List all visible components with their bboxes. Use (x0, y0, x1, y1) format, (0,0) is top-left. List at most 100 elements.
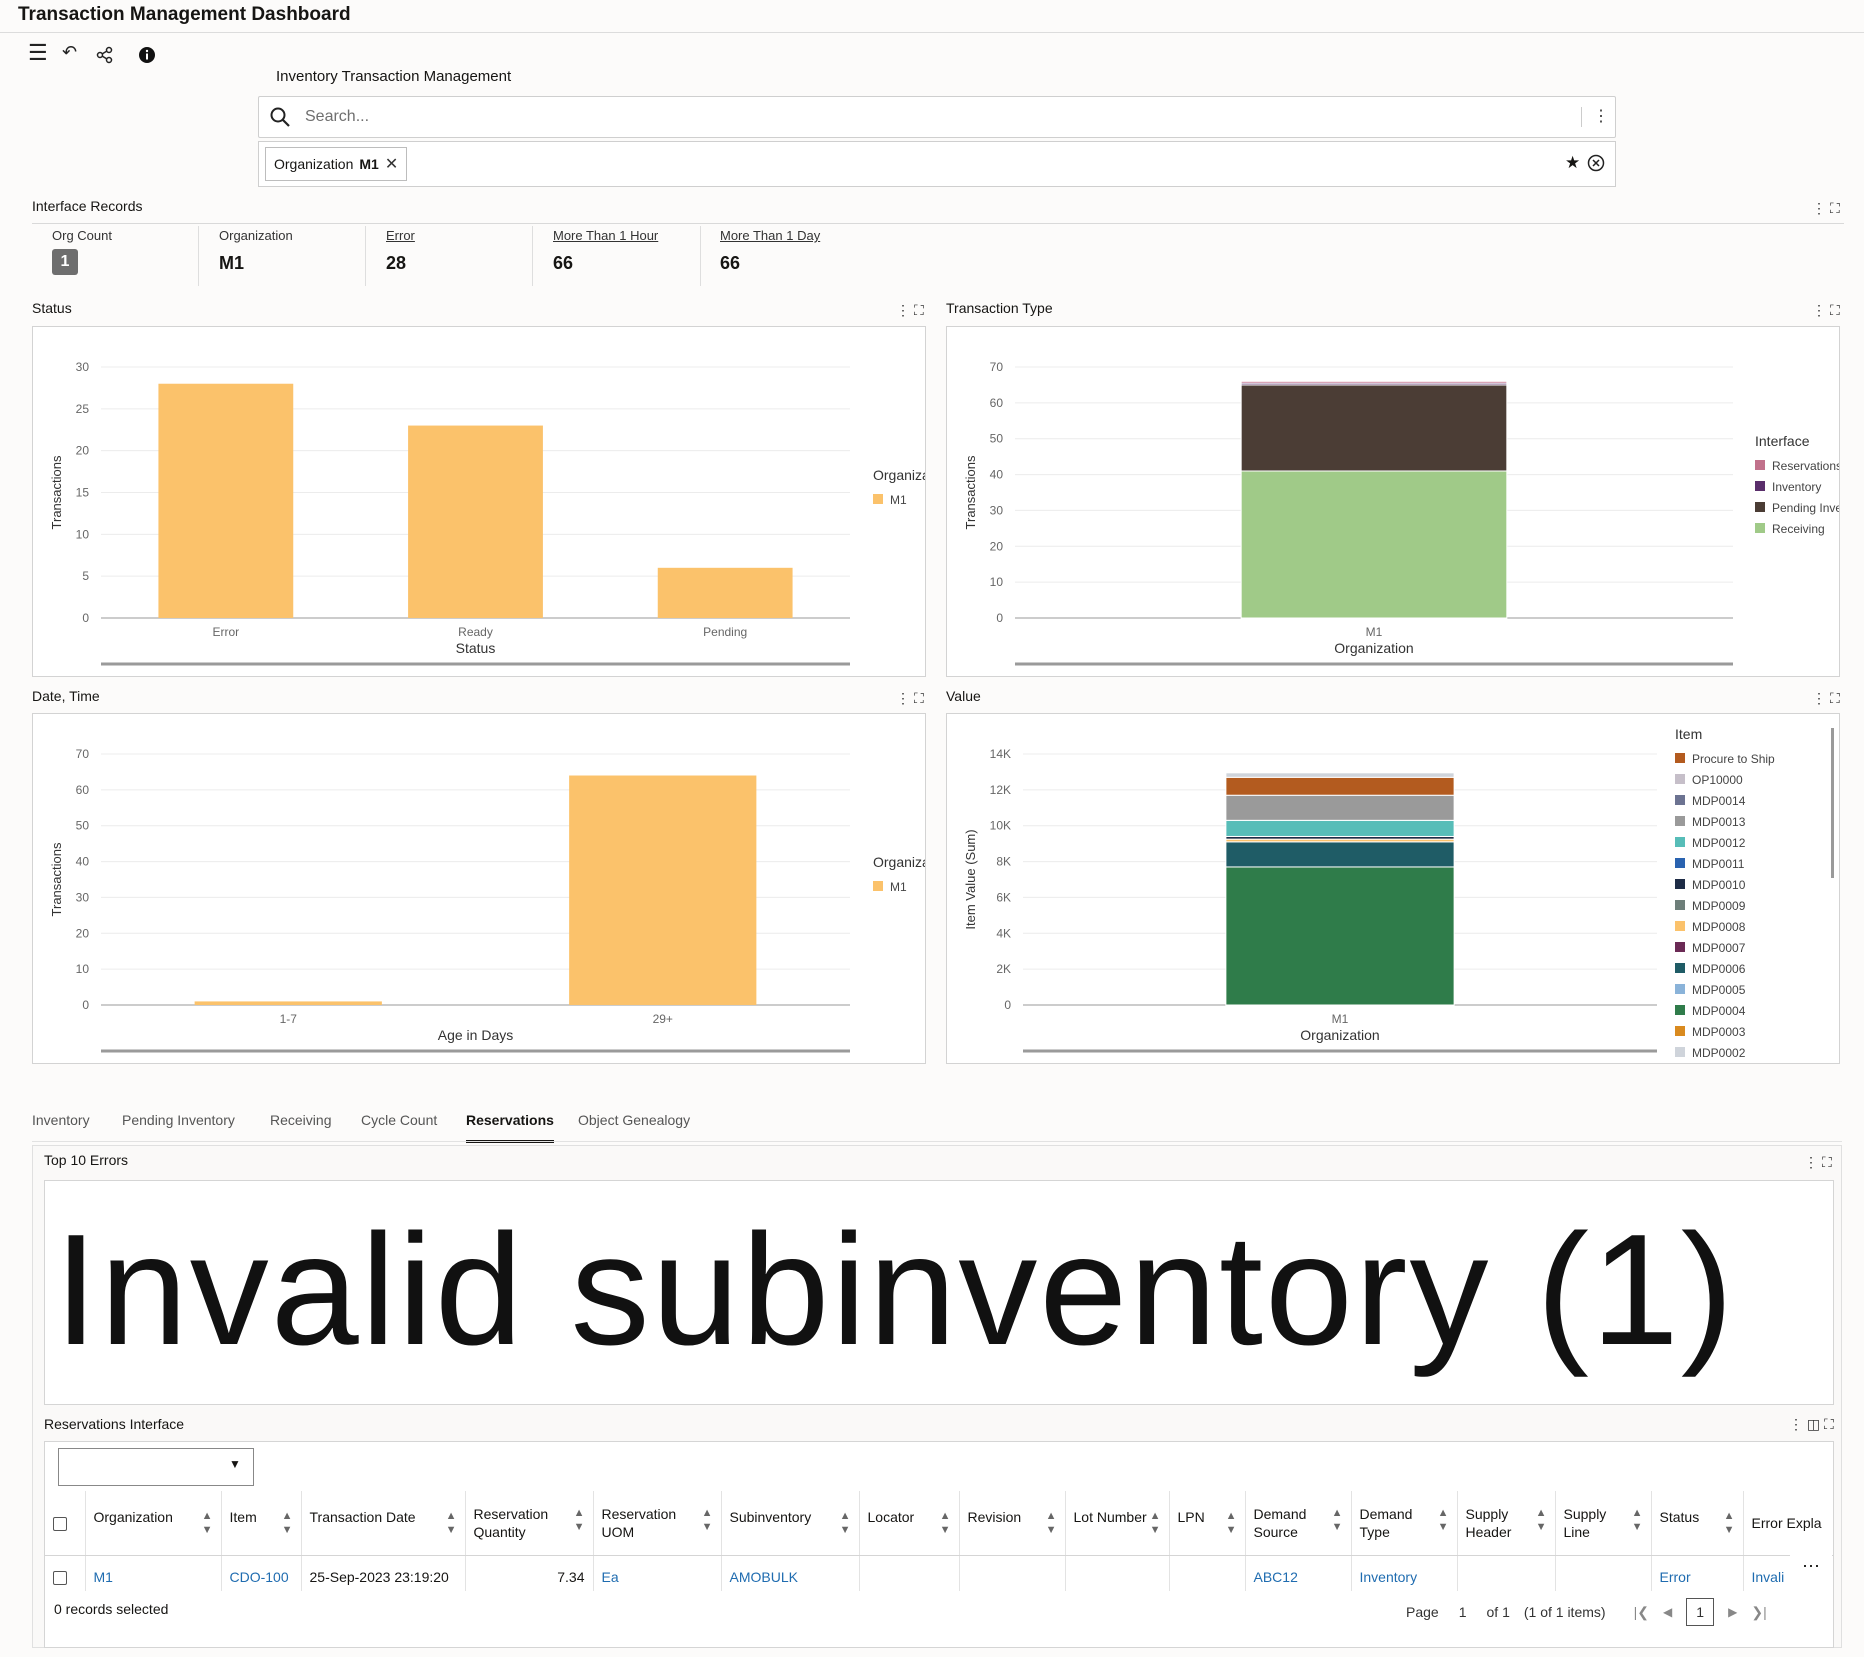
cell-status[interactable]: Error (1651, 1555, 1744, 1591)
tab-pending-inventory[interactable]: Pending Inventory (122, 1112, 235, 1128)
column-header-supply-line[interactable]: ▲ ▼ Supply Line (1555, 1491, 1652, 1556)
column-header-revision[interactable]: ▲ ▼ Revision (959, 1491, 1066, 1556)
maximize-icon[interactable]: ⛶ (1824, 1416, 1834, 1432)
table-row[interactable]: M1 CDO-100 25-Sep-2023 23:19:20 7.34 Ea … (45, 1555, 1833, 1591)
more-options-icon[interactable]: ⋮ (1812, 302, 1830, 318)
column-header-transaction-date[interactable]: ▲ ▼ Transaction Date (301, 1491, 466, 1556)
metric-more-than-1-hour[interactable]: More Than 1 Hour 66 (553, 228, 658, 290)
metric-link[interactable]: More Than 1 Hour (553, 228, 659, 243)
sort-icon[interactable]: ▲ ▼ (1437, 1506, 1449, 1533)
maximize-icon[interactable]: ⛶ (1830, 302, 1844, 318)
organization-link[interactable]: M1 (93, 1569, 113, 1585)
column-header-subinventory[interactable]: ▲ ▼ Subinventory (721, 1491, 860, 1556)
column-header-status[interactable]: ▲ ▼ Status (1651, 1491, 1744, 1556)
last-page-icon[interactable]: ❯| (1751, 1603, 1767, 1620)
more-options-icon[interactable]: ⋮ (1812, 690, 1830, 706)
status-link[interactable]: Error (1659, 1569, 1691, 1585)
more-options-icon[interactable]: ⋮ (1804, 1154, 1822, 1170)
metric-link[interactable]: More Than 1 Day (720, 228, 821, 243)
maximize-icon[interactable]: ⛶ (1830, 200, 1844, 216)
sort-icon[interactable]: ▲ ▼ (1045, 1510, 1057, 1537)
sort-icon[interactable]: ▲ ▼ (1723, 1510, 1735, 1537)
cell-organization[interactable]: M1 (85, 1555, 222, 1591)
column-header-demand-source[interactable]: ▲ ▼ Demand Source (1245, 1491, 1352, 1556)
column-header-organization[interactable]: ▲ ▼ Organization (85, 1491, 222, 1556)
legend-swatch (1675, 795, 1685, 805)
clear-filters-icon[interactable] (1587, 154, 1605, 177)
first-page-icon[interactable]: |❮ (1633, 1603, 1649, 1620)
search-options-icon[interactable]: ⋮ (1593, 108, 1609, 125)
prev-page-icon[interactable]: ◀ (1662, 1605, 1673, 1619)
metric-more-than-1-day[interactable]: More Than 1 Day 66 (720, 228, 820, 290)
error-explanation-link[interactable]: Invali (1751, 1569, 1785, 1585)
sort-icon[interactable]: ▲ ▼ (939, 1510, 951, 1537)
next-page-icon[interactable]: ▶ (1728, 1605, 1738, 1619)
page-number-input[interactable]: 1 (1458, 1604, 1467, 1620)
metric-error[interactable]: Error 28 (386, 228, 415, 290)
demand-type-link[interactable]: Inventory (1359, 1569, 1418, 1585)
y-tick-label: 20 (990, 539, 1004, 553)
item-link[interactable]: CDO-100 (229, 1569, 289, 1585)
column-header-reservation-quantity[interactable]: ▲ ▼ Reservation Quantity (465, 1491, 594, 1556)
sort-icon[interactable]: ▲ ▼ (1631, 1506, 1643, 1533)
column-header-demand-type[interactable]: ▲ ▼ Demand Type (1351, 1491, 1458, 1556)
column-header-reservation-uom[interactable]: ▲ ▼ Reservation UOM (593, 1491, 722, 1556)
sort-icon[interactable]: ▲ ▼ (1149, 1510, 1161, 1537)
uom-link[interactable]: Ea (601, 1569, 619, 1585)
cell-demand-source[interactable]: ABC12 (1245, 1555, 1352, 1591)
more-options-icon[interactable]: ⋮ (1789, 1416, 1803, 1432)
error-word-cloud-item[interactable]: Invalid subinventory (1) (54, 1202, 1736, 1378)
page-label: Page (1406, 1604, 1439, 1620)
sort-icon[interactable]: ▲ ▼ (701, 1506, 713, 1533)
tab-object-genealogy[interactable]: Object Genealogy (578, 1112, 691, 1128)
view-select[interactable]: ▼ (58, 1448, 254, 1486)
subinventory-link[interactable]: AMOBULK (729, 1569, 798, 1585)
sort-icon[interactable]: ▲ ▼ (281, 1510, 293, 1537)
sort-icon[interactable]: ▲ ▼ (201, 1510, 213, 1537)
row-actions-icon[interactable]: ⋯ (1790, 1546, 1832, 1590)
sort-icon[interactable]: ▲ ▼ (839, 1510, 851, 1537)
maximize-icon[interactable]: ⛶ (914, 302, 928, 318)
sort-icon[interactable]: ▲ ▼ (1535, 1506, 1547, 1533)
column-header-lpn[interactable]: ▲ ▼ LPN (1169, 1491, 1246, 1556)
info-icon[interactable] (138, 46, 156, 69)
star-icon[interactable]: ★ (1565, 153, 1581, 172)
sort-icon[interactable]: ▲ ▼ (1331, 1506, 1343, 1533)
menu-icon[interactable]: ☰ (28, 40, 48, 65)
y-tick-label: 0 (82, 998, 89, 1012)
tab-cycle-count[interactable]: Cycle Count (361, 1112, 438, 1128)
row-checkbox[interactable] (53, 1571, 67, 1586)
tab-receiving[interactable]: Receiving (270, 1112, 332, 1128)
tab-reservations[interactable]: Reservations (466, 1112, 554, 1143)
column-header-error-explanation[interactable]: Error Expla (1743, 1491, 1833, 1556)
maximize-icon[interactable]: ⛶ (1822, 1154, 1836, 1170)
current-page-button[interactable]: 1 (1686, 1598, 1715, 1626)
maximize-icon[interactable]: ⛶ (914, 690, 928, 706)
maximize-icon[interactable]: ⛶ (1830, 690, 1844, 706)
sort-icon[interactable]: ▲ ▼ (445, 1510, 457, 1537)
columns-icon[interactable]: ◫ (1806, 1416, 1821, 1432)
more-options-icon[interactable]: ⋮ (896, 690, 914, 706)
column-header-locator[interactable]: ▲ ▼ Locator (859, 1491, 960, 1556)
tab-inventory[interactable]: Inventory (32, 1112, 90, 1128)
more-options-icon[interactable]: ⋮ (1812, 200, 1830, 216)
demand-source-link[interactable]: ABC12 (1253, 1569, 1298, 1585)
select-all-checkbox[interactable] (53, 1517, 67, 1532)
share-icon[interactable] (96, 46, 114, 69)
cell-subinventory[interactable]: AMOBULK (721, 1555, 860, 1591)
column-header-supply-header[interactable]: ▲ ▼ Supply Header (1457, 1491, 1556, 1556)
column-header-item[interactable]: ▲ ▼ Item (221, 1491, 302, 1556)
cell-item[interactable]: CDO-100 (221, 1555, 302, 1591)
cell-reservation-uom[interactable]: Ea (593, 1555, 722, 1591)
search-input[interactable] (303, 105, 1503, 129)
remove-filter-icon[interactable]: ✕ (384, 156, 399, 173)
column-header-lot-number[interactable]: ▲ ▼ Lot Number (1065, 1491, 1170, 1556)
metric-link[interactable]: Error (386, 228, 415, 243)
filter-chip-organization[interactable]: Organization M1 ✕ (265, 147, 408, 181)
cell-reservation-quantity: 7.34 (465, 1555, 594, 1591)
more-options-icon[interactable]: ⋮ (896, 302, 914, 318)
undo-icon[interactable]: ↶ (62, 42, 78, 62)
sort-icon[interactable]: ▲ ▼ (573, 1506, 585, 1533)
cell-demand-type[interactable]: Inventory (1351, 1555, 1458, 1591)
sort-icon[interactable]: ▲ ▼ (1225, 1510, 1237, 1537)
